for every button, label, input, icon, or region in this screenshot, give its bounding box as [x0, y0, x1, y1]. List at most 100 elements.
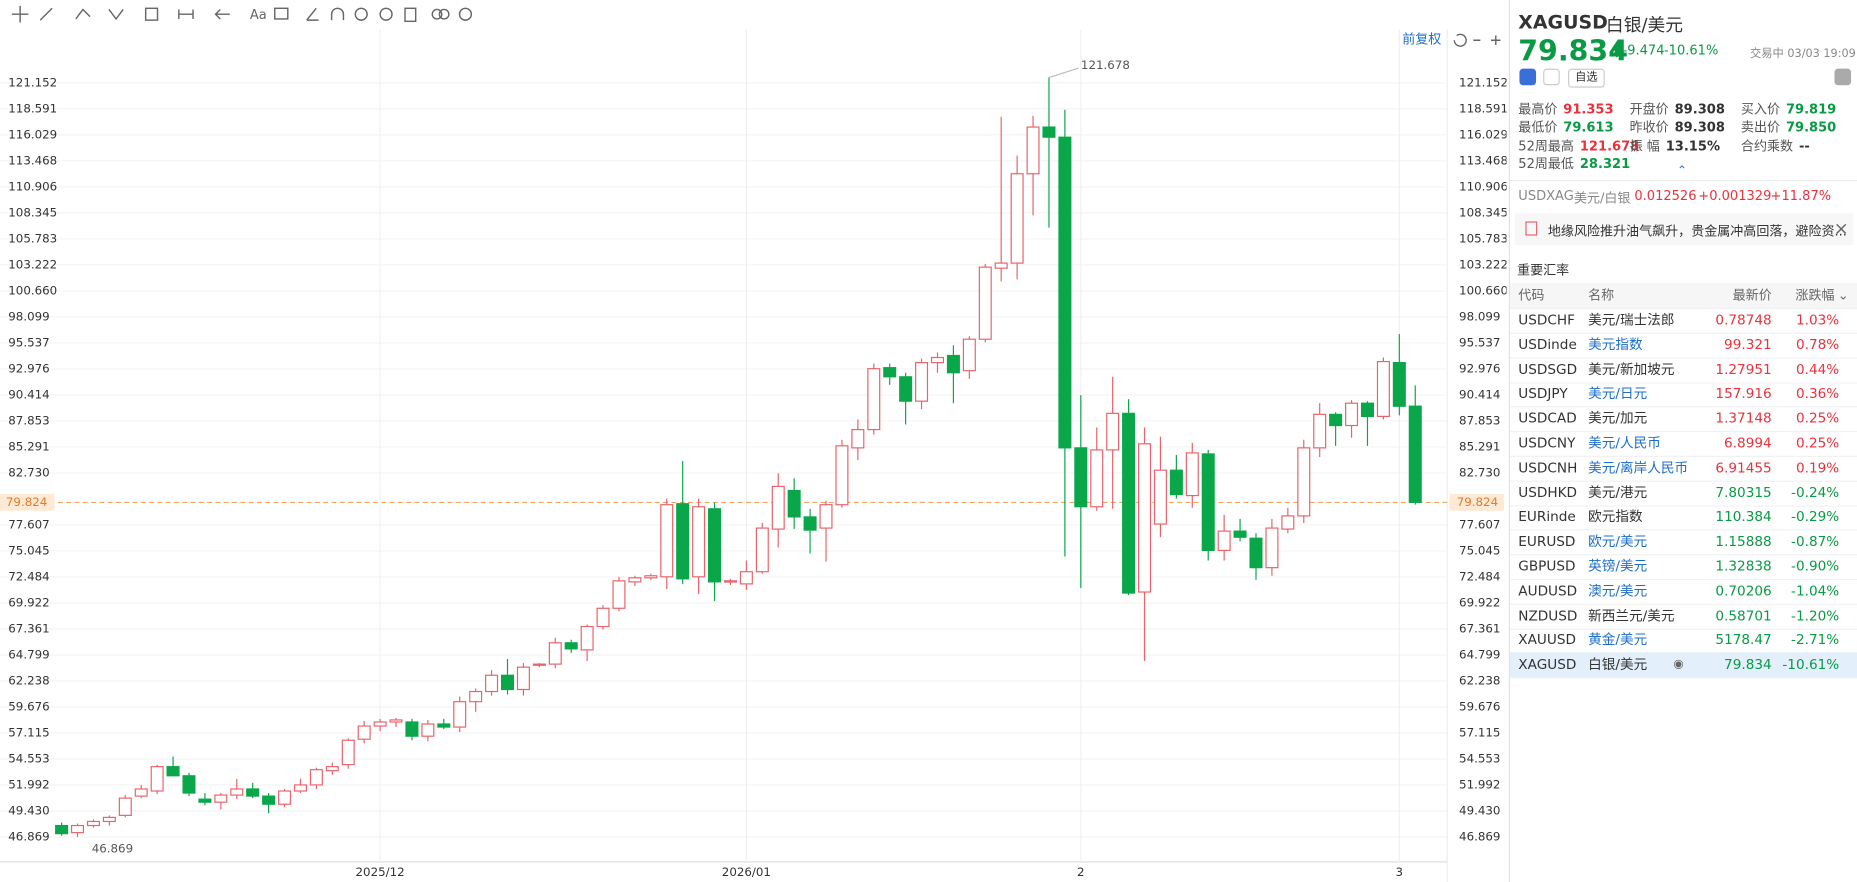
rate-row[interactable]: USDinde 美元指数 99.321 0.78% — [1509, 332, 1857, 359]
candle-body — [214, 794, 228, 803]
tool-settings[interactable] — [458, 7, 473, 21]
doc-icon[interactable] — [1543, 68, 1560, 86]
tool-arrow[interactable] — [214, 8, 230, 20]
rate-row[interactable]: EURinde 欧元指数 110.384 -0.29% — [1509, 505, 1857, 531]
rate-name: 美元/人民币 — [1588, 434, 1661, 452]
globe-icon[interactable] — [1519, 68, 1537, 86]
rate-row[interactable]: USDCNY 美元/人民币 6.8994 0.25% — [1509, 431, 1857, 457]
sort-caret: ⌄ — [1837, 287, 1849, 304]
stat: 52周最低 28.321 — [1518, 154, 1630, 173]
collapse-caret[interactable]: ⌃ — [1676, 164, 1687, 178]
tool-line[interactable] — [39, 7, 53, 21]
tool-channel[interactable] — [75, 8, 91, 20]
candle-body — [500, 674, 515, 691]
change-pct: -10.61% — [1663, 42, 1719, 59]
candle-body — [564, 642, 578, 650]
tool-measure[interactable] — [178, 9, 194, 19]
candle-body — [994, 262, 1008, 269]
price-tag — [1449, 494, 1505, 511]
y-tick-label-right: 69.922 — [1459, 595, 1500, 609]
news-icon — [1525, 221, 1538, 236]
watch-button[interactable]: 自选 — [1568, 68, 1605, 88]
stat-value: -- — [1798, 138, 1810, 154]
y-tick-label-right: 72.484 — [1459, 569, 1500, 583]
rate-row[interactable]: NZDUSD 新西兰元/美元 0.58701 -1.20% — [1509, 603, 1857, 630]
rate-row[interactable]: XAGUSD 白银/美元 79.834 -10.61% ◉ — [1509, 652, 1857, 679]
tool-delete[interactable] — [404, 7, 417, 23]
rate-row[interactable]: USDJPY 美元/日元 157.916 0.36% — [1509, 382, 1857, 408]
chart: Aa 前复权 46.869 46.869 49.430 49.430 51.992 51.… — [0, 0, 1507, 882]
tool-wave[interactable] — [108, 9, 124, 21]
rate-code: USDCNY — [1518, 434, 1576, 452]
rate-row[interactable]: GBPUSD 英镑/美元 1.32838 -0.90% — [1509, 554, 1857, 581]
rate-price: 99.321 — [1724, 335, 1772, 353]
rate-row[interactable]: USDHKD 美元/港元 7.80315 -0.24% — [1509, 480, 1857, 507]
tool-lock[interactable] — [379, 7, 393, 21]
rate-row[interactable]: EURUSD 欧元/美元 1.15888 -0.87% — [1509, 529, 1857, 556]
rate-code: USDHKD — [1518, 483, 1578, 501]
inverse-price: 0.012526 — [1634, 188, 1697, 204]
toolbar[interactable] — [11, 5, 1501, 47]
chart-bg — [0, 0, 1506, 882]
y-tick-label: 85.291 — [8, 439, 49, 453]
candle-body — [899, 376, 913, 402]
rate-row[interactable]: USDSGD 美元/新加坡元 1.27951 0.44% — [1509, 357, 1857, 384]
y-tick-label-right: 59.676 — [1459, 699, 1500, 713]
candle-body — [453, 701, 467, 728]
tool-note[interactable] — [274, 7, 289, 20]
rate-name: 美元/日元 — [1588, 385, 1648, 402]
chart-controls[interactable] — [1453, 33, 1501, 47]
y-tick-label-right: 67.361 — [1459, 621, 1500, 635]
rate-code: XAUUSD — [1518, 631, 1577, 649]
candle-body — [1345, 402, 1359, 427]
rate-code: USDCHF — [1518, 311, 1575, 328]
news-text[interactable]: 地缘风险推升油气飙升，贵金属冲高回落，避险资... — [1547, 223, 1847, 240]
news-close[interactable]: × — [1833, 217, 1849, 240]
stat: 昨收价 89.308 — [1630, 118, 1725, 137]
adjust-button[interactable]: 前复权 — [1402, 32, 1441, 48]
rate-row[interactable]: USDCAD 美元/加元 1.37148 0.25% — [1509, 406, 1857, 433]
rate-row[interactable]: XAUUSD 黄金/美元 5178.47 -2.71% — [1509, 628, 1857, 654]
stat-label: 52周最低 — [1518, 156, 1574, 172]
stat-label: 最低价 — [1518, 119, 1558, 136]
stat: 买入价 79.819 — [1741, 99, 1836, 118]
candle-body — [692, 506, 706, 578]
rate-row[interactable]: USDCNH 美元/离岸人民币 6.91455 0.19% — [1509, 456, 1857, 482]
news-box[interactable] — [1514, 213, 1854, 246]
stat-value: 79.613 — [1563, 119, 1614, 136]
rate-price: 157.916 — [1715, 385, 1772, 402]
high-leader — [1048, 67, 1079, 79]
y-tick-label: 100.660 — [8, 283, 57, 297]
tool-link[interactable] — [431, 8, 443, 20]
y-tick-label-right: 95.537 — [1459, 335, 1500, 349]
rate-name: 澳元/美元 — [1588, 582, 1648, 599]
y-tick-label: 57.115 — [8, 725, 49, 739]
bell-icon[interactable] — [1834, 68, 1852, 86]
y-tick-label-right: 64.799 — [1459, 647, 1500, 661]
tool-font[interactable]: Aa — [250, 8, 267, 23]
y-tick-label: 67.361 — [8, 621, 49, 635]
y-tick-label-right: 85.291 — [1459, 439, 1500, 453]
rate-change: -0.29% — [1791, 508, 1840, 525]
candle-body — [644, 575, 658, 579]
rate-name: 美元指数 — [1588, 335, 1643, 353]
high-annotation: 121.678 — [1081, 58, 1130, 72]
tool-fib[interactable] — [144, 7, 159, 21]
rate-price: 0.58701 — [1715, 606, 1772, 624]
candle-body — [1265, 527, 1279, 569]
rate-change: 1.03% — [1795, 311, 1840, 328]
y-tick-label-right: 116.029 — [1459, 127, 1506, 141]
rate-row[interactable]: USDCHF 美元/瑞士法郎 0.78748 1.03% — [1509, 308, 1857, 334]
candle-body — [1281, 515, 1295, 530]
candle-body — [485, 674, 499, 693]
tool-angle[interactable] — [306, 7, 319, 21]
tool-magnet[interactable] — [330, 7, 345, 21]
tool-cross[interactable] — [11, 5, 29, 23]
rate-name: 欧元/美元 — [1588, 532, 1648, 550]
candle-body — [278, 790, 292, 805]
candle-body — [341, 739, 355, 766]
rate-row[interactable]: AUDUSD 澳元/美元 0.70206 -1.04% — [1509, 579, 1857, 605]
tool-eye[interactable] — [354, 7, 368, 21]
candle-body — [930, 356, 944, 364]
